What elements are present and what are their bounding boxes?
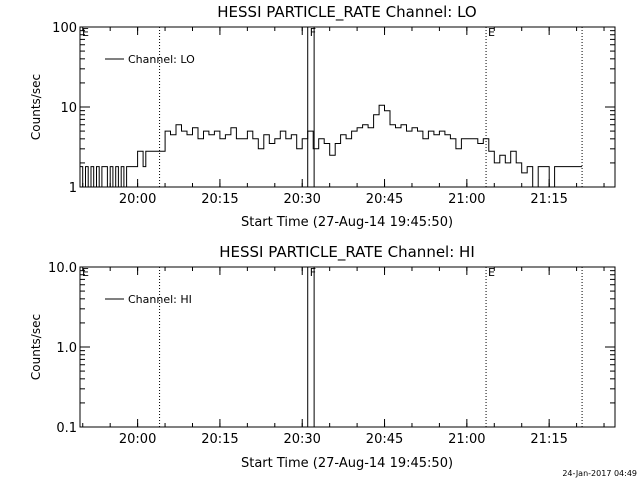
x-tick-label: 20:45 [366, 192, 403, 207]
series-line [80, 104, 583, 188]
x-tick-label: 21:00 [448, 432, 485, 447]
series-lo [80, 104, 583, 188]
legend: Channel: LO [105, 53, 195, 66]
y-axis-label: Counts/sec [29, 74, 43, 140]
x-tick-label: 21:15 [530, 432, 567, 447]
marker-label: E [488, 266, 495, 279]
legend-label-lo: Channel: LO [128, 53, 195, 66]
y-tick-label: 1.0 [56, 341, 77, 356]
marker-label: E [82, 26, 89, 39]
x-tick-label: 20:00 [119, 432, 156, 447]
chart-title: HESSI PARTICLE_RATE Channel: HI [219, 243, 475, 262]
x-tick-label: 21:00 [448, 192, 485, 207]
ticks-lo: 20:00 20:15 20:30 20:45 21:00 21:15 1 10 100 [52, 21, 615, 207]
y-tick-label: 0.1 [56, 421, 77, 436]
x-tick-label: 20:45 [366, 432, 403, 447]
legend-label-hi: Channel: HI [128, 293, 192, 306]
x-tick-label: 20:15 [201, 432, 238, 447]
x-tick-label: 20:15 [201, 192, 238, 207]
x-tick-label: 20:30 [283, 432, 320, 447]
y-tick-label: 10.0 [48, 261, 77, 276]
chart-panel-lo: HESSI PARTICLE_RATE Channel: LO Counts/s… [29, 3, 616, 230]
x-axis-label: Start Time (27-Aug-14 19:45:50) [241, 215, 453, 230]
marker-label: E [82, 266, 89, 279]
legend: Channel: HI [105, 293, 192, 306]
x-axis-label: Start Time (27-Aug-14 19:45:50) [241, 456, 453, 471]
footer-timestamp: 24-Jan-2017 04:49 [562, 469, 637, 478]
marker-label: E [488, 26, 495, 39]
y-tick-label: 10 [60, 101, 77, 116]
y-tick-label: 1 [69, 181, 77, 196]
plot-frame [79, 266, 616, 428]
x-tick-label: 20:00 [119, 192, 156, 207]
ticks-hi: 20:00 20:15 20:30 20:45 21:00 21:15 0.1 1.0 10.0 [48, 261, 615, 447]
x-tick-label: 21:15 [530, 192, 567, 207]
y-axis-label: Counts/sec [29, 314, 43, 380]
marker-label: F [310, 26, 316, 39]
x-tick-label: 20:30 [283, 192, 320, 207]
chart-title: HESSI PARTICLE_RATE Channel: LO [217, 3, 476, 22]
y-tick-label: 100 [52, 21, 77, 36]
plot-frame [79, 26, 616, 188]
chart-panel-hi: HESSI PARTICLE_RATE Channel: HI Counts/s… [29, 243, 616, 471]
marker-label: F [310, 266, 316, 279]
